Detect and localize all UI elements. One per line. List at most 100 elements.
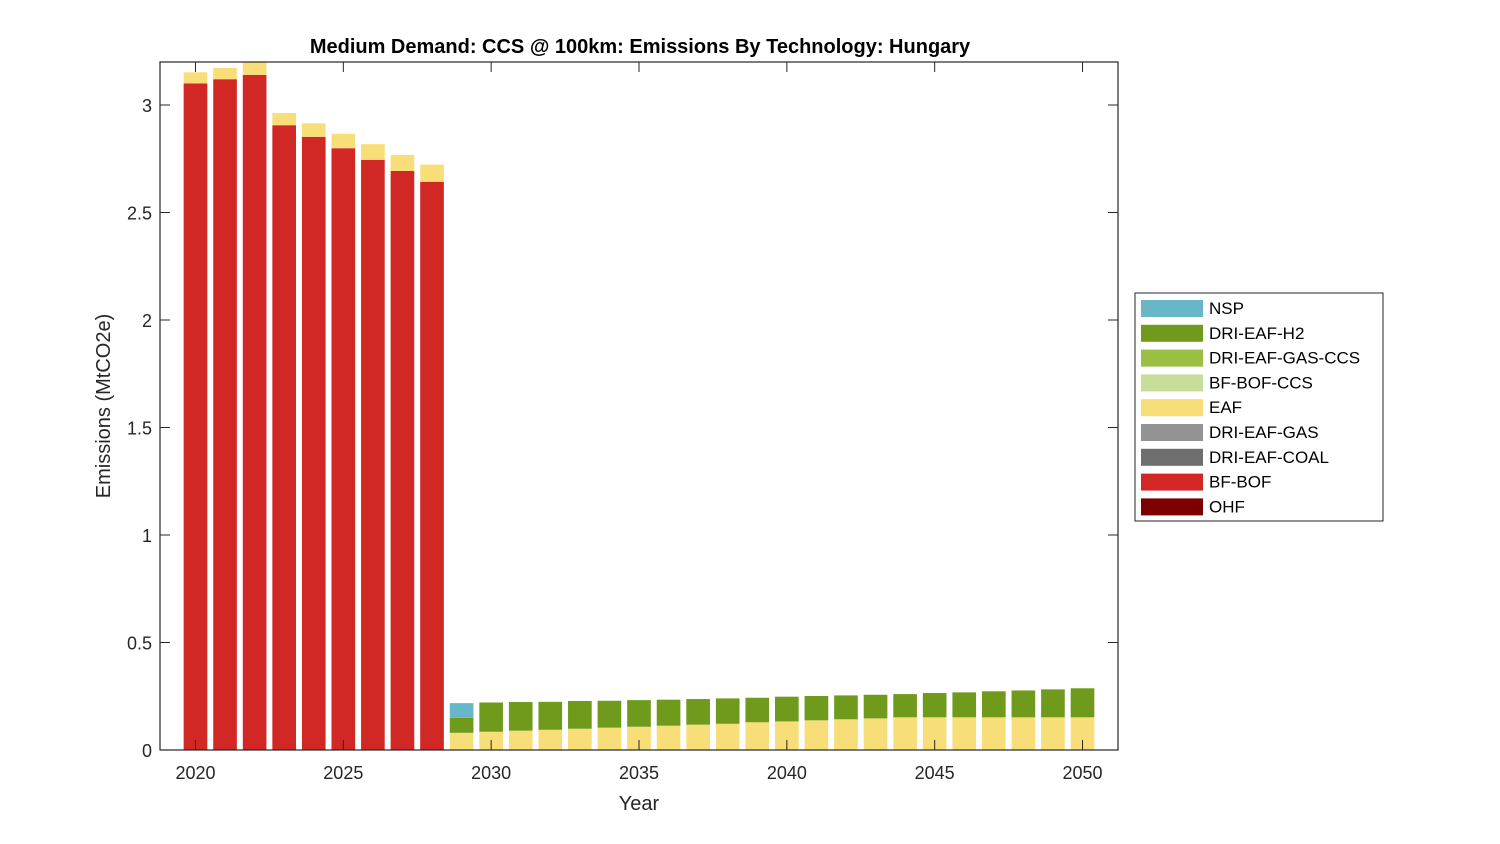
legend-swatch-bf-bof-ccs <box>1141 374 1203 392</box>
bar-eaf-2036 <box>656 725 681 750</box>
bar-bf-bof-2020 <box>183 83 208 750</box>
bar-dri-eaf-h2-2036 <box>656 699 681 726</box>
bar-dri-eaf-h2-2044 <box>893 694 917 718</box>
y-tick-label: 2 <box>142 311 152 331</box>
bar-dri-eaf-h2-2029 <box>449 717 474 733</box>
bar-dri-eaf-h2-2032 <box>538 701 563 730</box>
bar-dri-eaf-h2-2045 <box>922 693 947 718</box>
bar-eaf-2046 <box>952 717 977 750</box>
legend-swatch-ohf <box>1141 498 1203 516</box>
legend-swatch-dri-eaf-gas-ccs <box>1141 349 1203 367</box>
y-tick-label: 1.5 <box>127 419 152 439</box>
legend-swatch-eaf <box>1141 399 1203 417</box>
legend-label-bf-bof-ccs: BF-BOF-CCS <box>1209 373 1313 392</box>
bar-dri-eaf-h2-2047 <box>981 691 1006 718</box>
bar-eaf-2048 <box>1011 717 1036 750</box>
bar-bf-bof-2027 <box>390 171 415 750</box>
y-tick-label: 0.5 <box>127 634 152 654</box>
legend-label-dri-eaf-gas-ccs: DRI-EAF-GAS-CCS <box>1209 349 1360 368</box>
bar-bf-bof-2022 <box>242 74 267 750</box>
bar-dri-eaf-h2-2042 <box>834 695 858 720</box>
bar-eaf-2034 <box>597 727 622 750</box>
bars-group <box>183 62 1095 750</box>
legend-label-nsp: NSP <box>1209 299 1244 318</box>
bar-dri-eaf-h2-2048 <box>1011 690 1036 718</box>
bar-eaf-2042 <box>834 719 858 750</box>
x-tick-label: 2020 <box>175 763 215 783</box>
bar-eaf-2032 <box>538 729 563 750</box>
bar-eaf-2043 <box>863 718 888 750</box>
bar-eaf-2027 <box>390 154 415 172</box>
bar-nsp-2029 <box>449 703 474 718</box>
bar-dri-eaf-h2-2031 <box>508 702 533 731</box>
y-tick-label: 2.5 <box>127 204 152 224</box>
bar-dri-eaf-h2-2043 <box>863 694 888 719</box>
legend-swatch-dri-eaf-gas <box>1141 424 1203 441</box>
bar-eaf-2023 <box>272 112 297 126</box>
bar-eaf-2045 <box>922 717 947 750</box>
legend-swatch-dri-eaf-coal <box>1141 448 1203 466</box>
legend-swatch-nsp <box>1141 300 1203 317</box>
legend-swatch-bf-bof <box>1141 473 1203 491</box>
bar-eaf-2022 <box>242 62 267 75</box>
x-axis-label: Year <box>619 793 660 815</box>
bar-dri-eaf-h2-2050 <box>1070 688 1095 718</box>
bar-dri-eaf-h2-2037 <box>686 699 710 725</box>
bar-eaf-2035 <box>627 726 651 750</box>
bar-dri-eaf-h2-2038 <box>715 698 740 724</box>
bar-eaf-2037 <box>686 724 710 750</box>
legend-label-dri-eaf-h2: DRI-EAF-H2 <box>1209 324 1304 343</box>
y-tick-label: 3 <box>142 96 152 116</box>
bar-eaf-2026 <box>361 144 385 160</box>
x-tick-label: 2050 <box>1062 763 1102 783</box>
legend-label-ohf: OHF <box>1209 497 1245 516</box>
bar-dri-eaf-h2-2040 <box>775 696 799 722</box>
bar-eaf-2041 <box>804 720 829 750</box>
bar-dri-eaf-h2-2039 <box>745 697 770 723</box>
bar-eaf-2031 <box>508 730 533 750</box>
bar-eaf-2047 <box>981 717 1006 750</box>
bar-dri-eaf-h2-2035 <box>627 700 651 727</box>
bar-eaf-2044 <box>893 717 917 750</box>
bar-bf-bof-2021 <box>213 79 237 750</box>
x-tick-label: 2040 <box>767 763 807 783</box>
bar-bf-bof-2028 <box>420 181 444 750</box>
bar-dri-eaf-h2-2033 <box>568 700 592 729</box>
x-tick-label: 2025 <box>323 763 363 783</box>
legend-swatch-dri-eaf-h2 <box>1141 324 1203 342</box>
legend-label-dri-eaf-coal: DRI-EAF-COAL <box>1209 448 1329 467</box>
legend-label-eaf: EAF <box>1209 398 1242 417</box>
x-tick-label: 2035 <box>619 763 659 783</box>
legend-label-dri-eaf-gas: DRI-EAF-GAS <box>1209 423 1319 442</box>
bar-bf-bof-2025 <box>331 148 356 750</box>
axes-group: 2020 2025 2030 2035 2040 2045 2050 0 0.5 1 1.5 2 2.5… <box>127 61 1119 783</box>
legend-label-bf-bof: BF-BOF <box>1209 473 1271 492</box>
y-tick-label: 0 <box>142 741 152 761</box>
bar-dri-eaf-h2-2030 <box>479 702 503 732</box>
y-tick-label: 1 <box>142 526 152 546</box>
chart-title: Medium Demand: CCS @ 100km: Emissions By… <box>310 36 971 58</box>
bar-eaf-2039 <box>745 722 770 750</box>
bar-eaf-2025 <box>331 133 356 149</box>
bar-eaf-2033 <box>568 728 592 750</box>
bar-eaf-2050 <box>1070 717 1095 750</box>
bar-eaf-2028 <box>420 164 444 182</box>
bar-eaf-2049 <box>1041 717 1065 750</box>
bar-bf-bof-2024 <box>301 136 326 750</box>
bar-dri-eaf-h2-2041 <box>804 696 829 721</box>
x-tick-label: 2045 <box>915 763 955 783</box>
bar-eaf-2020 <box>183 72 208 84</box>
bar-dri-eaf-h2-2034 <box>597 700 622 728</box>
bar-eaf-2021 <box>213 68 237 80</box>
bar-eaf-2029 <box>449 732 474 750</box>
bar-dri-eaf-h2-2049 <box>1041 689 1065 718</box>
bar-bf-bof-2026 <box>361 159 385 750</box>
bar-eaf-2038 <box>715 723 740 750</box>
legend: NSP DRI-EAF-H2 DRI-EAF-GAS-CCS BF-BOF-CCS EA… <box>1134 292 1384 522</box>
bar-eaf-2024 <box>301 123 326 137</box>
x-tick-label: 2030 <box>471 763 511 783</box>
bar-dri-eaf-h2-2046 <box>952 692 977 718</box>
bar-eaf-2040 <box>775 721 799 750</box>
y-axis-label: Emissions (MtCO2e) <box>93 314 115 498</box>
